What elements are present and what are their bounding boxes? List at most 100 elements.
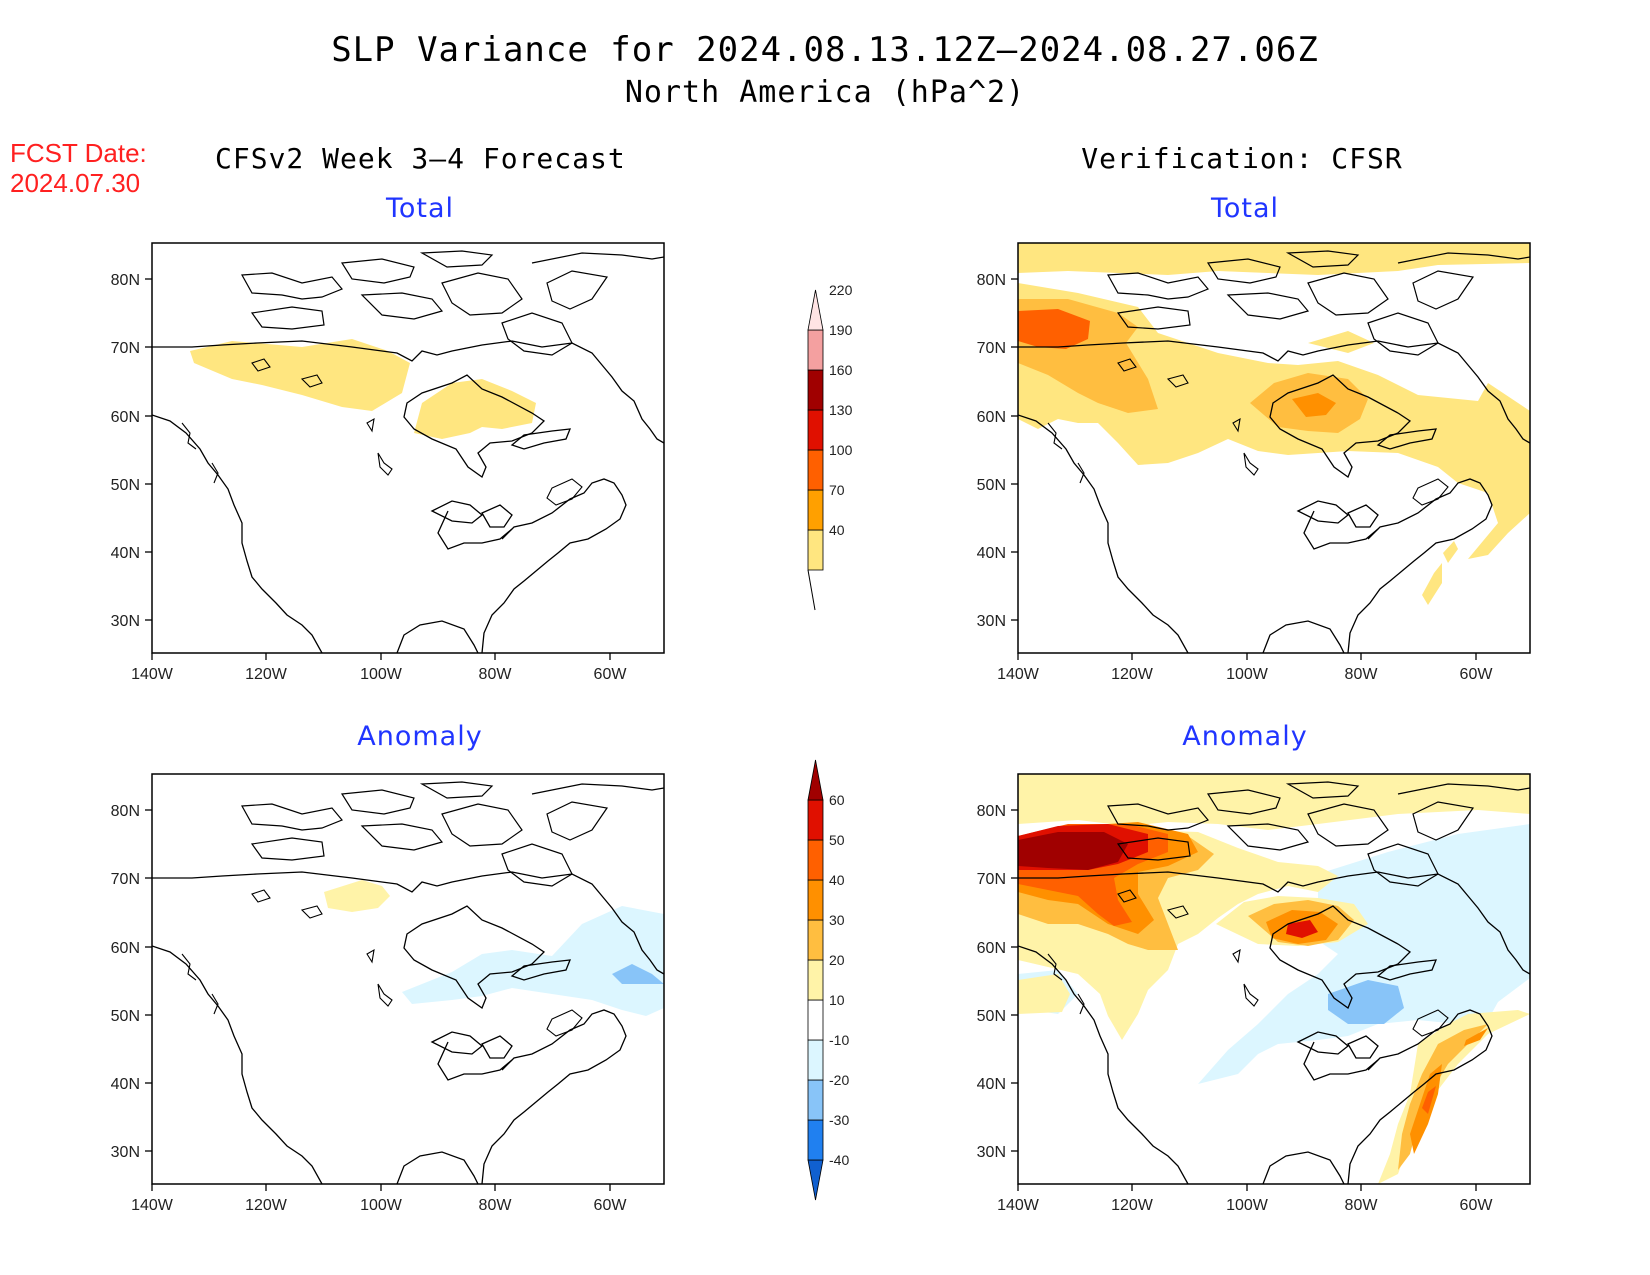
lat-tick-label: 30N <box>111 1144 140 1161</box>
map-area-forecast-total <box>152 250 664 653</box>
lon-tick-label: 100W <box>360 1197 403 1214</box>
colorbar-segment <box>807 409 824 451</box>
lat-tick-label: 80N <box>977 803 1006 820</box>
lat-tick-label: 40N <box>977 1076 1006 1093</box>
lat-tick-label: 70N <box>977 871 1006 888</box>
lat-tick-label: 30N <box>977 1144 1006 1161</box>
shaded-region-darkorange <box>1422 1086 1436 1114</box>
colorbar-label: -40 <box>829 1152 849 1168</box>
colorbar-label: 70 <box>829 482 845 498</box>
colorbar-label: 60 <box>829 792 845 808</box>
panel-frame <box>1017 242 1531 654</box>
lat-tick-label: 50N <box>977 1008 1006 1025</box>
shaded-region-yellow <box>1308 331 1374 353</box>
colorbar-triangle <box>807 289 824 331</box>
colorbar-segment <box>807 879 824 921</box>
shaded-region-red <box>1286 920 1318 938</box>
shaded-region-darkred <box>1018 832 1128 870</box>
map-area-verif-anomaly <box>1018 774 1530 1184</box>
colorbar-label: -10 <box>829 1032 849 1048</box>
colorbar-label: 40 <box>829 872 845 888</box>
lon-tick-label: 60W <box>1460 1197 1494 1214</box>
panel-title-forecast-total: Total <box>385 193 455 224</box>
colorbar-label: 100 <box>829 442 853 458</box>
colorbar-label: -20 <box>829 1072 849 1088</box>
shaded-region-yellow <box>414 379 536 439</box>
colorbar-label: 40 <box>829 522 845 538</box>
lon-tick-label: 140W <box>997 1197 1040 1214</box>
shaded-region-orange <box>1292 393 1336 417</box>
fcst-date: 2024.07.30 <box>10 168 141 198</box>
lon-tick-label: 120W <box>245 1197 288 1214</box>
lat-tick-label: 30N <box>977 613 1006 630</box>
shaded-region-blue <box>1328 980 1404 1024</box>
colorbar-segment <box>807 449 824 491</box>
lat-tick-label: 60N <box>977 409 1006 426</box>
colorbar-segment <box>807 799 824 841</box>
lon-tick-label: 80W <box>1345 666 1379 683</box>
colorbar-label: 160 <box>829 362 853 378</box>
panel-frame <box>1017 773 1531 1185</box>
map-panel-forecast-anomaly: 140W 120W 100W 80W 60W 80N 70N 60N 50N 40N 30N <box>111 773 665 1214</box>
colorbar-segment <box>807 369 824 411</box>
map-panel-verif-total: 140W 120W 100W 80W 60W 80N 70N 60N 50N 40N 30N <box>977 242 1531 683</box>
colorbar-total: 40 70 100 130 160 190 220 <box>807 282 853 611</box>
lat-tick-label: 40N <box>977 545 1006 562</box>
colorbar-segment <box>807 919 824 961</box>
panel-frame <box>151 773 665 1185</box>
colorbar-triangle <box>807 759 824 801</box>
shaded-region-lightyellow <box>324 880 390 912</box>
lon-tick-label: 100W <box>1226 1197 1269 1214</box>
colorbar-segment <box>807 999 824 1041</box>
colorbar-segment <box>807 529 824 571</box>
shaded-region-darkorange <box>1018 309 1090 349</box>
verification-column-title: Verification: CFSR <box>1081 142 1403 175</box>
map-panel-forecast-total: 140W 120W 100W 80W 60W 80N 70N 60N 50N 40N 30N <box>111 242 665 683</box>
colorbar-segment <box>807 1039 824 1081</box>
shaded-region-orange <box>1464 1028 1488 1046</box>
colorbar-segment <box>807 1079 824 1121</box>
lat-tick-label: 80N <box>111 272 140 289</box>
colorbar-segment <box>807 489 824 531</box>
lon-tick-label: 100W <box>1226 666 1269 683</box>
figure-title: SLP Variance for 2024.08.13.12Z–2024.08.… <box>331 30 1319 70</box>
shaded-region-lightyellow <box>1018 974 1070 1014</box>
shaded-region-yellow <box>1443 541 1458 563</box>
lon-tick-label: 80W <box>479 666 513 683</box>
colorbar-label: 30 <box>829 912 845 928</box>
lat-tick-label: 60N <box>977 940 1006 957</box>
colorbar-label: -30 <box>829 1112 849 1128</box>
lat-tick-label: 80N <box>977 272 1006 289</box>
lon-tick-label: 60W <box>594 1197 628 1214</box>
lon-tick-label: 60W <box>1460 666 1494 683</box>
lat-tick-label: 70N <box>977 340 1006 357</box>
map-area-forecast-anomaly <box>152 781 664 1184</box>
lat-tick-label: 40N <box>111 1076 140 1093</box>
lon-tick-label: 140W <box>131 666 174 683</box>
lon-tick-label: 80W <box>1345 1197 1379 1214</box>
lat-tick-label: 70N <box>111 340 140 357</box>
figure-subtitle: North America (hPa^2) <box>624 75 1026 110</box>
colorbar-segment <box>807 959 824 1001</box>
lon-tick-label: 80W <box>479 1197 513 1214</box>
lon-tick-label: 100W <box>360 666 403 683</box>
colorbar-label: 220 <box>829 282 853 298</box>
lat-tick-label: 50N <box>111 477 140 494</box>
colorbar-tail <box>807 569 816 611</box>
map-area-verif-total <box>1018 243 1530 653</box>
colorbar-anomaly: -40 -30 -20 -10 10 20 30 40 50 60 <box>807 759 849 1201</box>
colorbar-label: 20 <box>829 952 845 968</box>
lon-tick-label: 120W <box>1111 666 1154 683</box>
lon-tick-label: 140W <box>131 1197 174 1214</box>
lat-tick-label: 70N <box>111 871 140 888</box>
lon-tick-label: 60W <box>594 666 628 683</box>
colorbar-label: 130 <box>829 402 853 418</box>
colorbar-label: 10 <box>829 992 845 1008</box>
shaded-region-blue <box>612 964 664 984</box>
lat-tick-label: 30N <box>111 613 140 630</box>
lat-tick-label: 50N <box>977 477 1006 494</box>
panel-title-verif-anomaly: Anomaly <box>1182 721 1308 752</box>
lat-tick-label: 40N <box>111 545 140 562</box>
colorbar-label: 50 <box>829 832 845 848</box>
